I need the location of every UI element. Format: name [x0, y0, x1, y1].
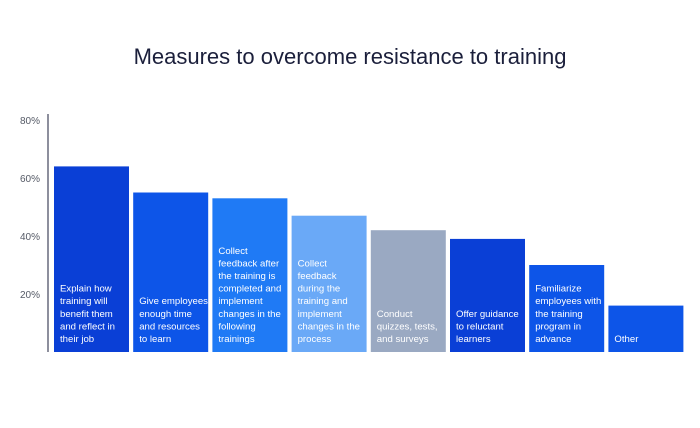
- bar-category-label: Other: [614, 334, 639, 345]
- bar: [54, 166, 129, 352]
- y-tick-label: 60%: [20, 174, 40, 185]
- bar-category-label: Explain how training will benefit them and …: [60, 284, 115, 345]
- chart-title: Measures to overcome resistance to train…: [133, 44, 567, 69]
- bar: [212, 198, 288, 352]
- bar: [291, 215, 367, 352]
- bar-category-label: Collect feedback after the training is comp…: [218, 246, 281, 345]
- bar-category-label: Familiarize employees with the training pro…: [535, 284, 601, 345]
- bar-category-label: Conduct quizzes, tests, and surveys: [377, 309, 438, 345]
- bar: [450, 238, 525, 352]
- y-tick-label: 80%: [20, 116, 40, 127]
- bar: [370, 230, 446, 352]
- bar: [133, 192, 209, 352]
- bar-category-label: Collect feedback during the training and imp…: [298, 258, 360, 345]
- y-tick-label: 40%: [20, 232, 40, 243]
- bar: [608, 305, 684, 352]
- bar-category-label: Give employees enough time and resources to…: [139, 296, 208, 345]
- bar: [529, 265, 605, 352]
- y-tick-label: 20%: [20, 290, 40, 301]
- bar-category-label: Offer guidance to reluctant learners: [456, 309, 519, 345]
